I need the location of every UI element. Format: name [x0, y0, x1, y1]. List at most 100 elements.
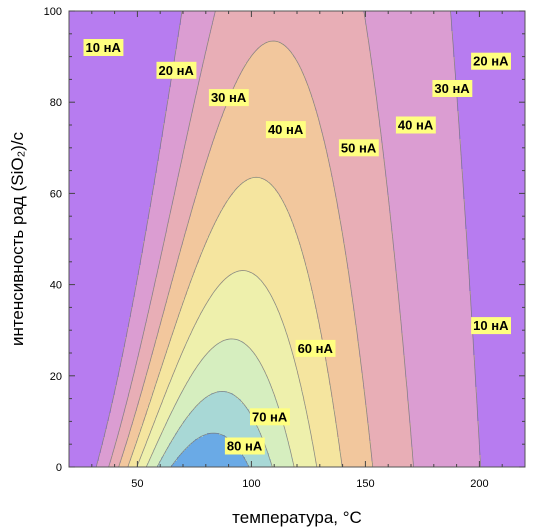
- contour-band-cell: [491, 29, 493, 31]
- contour-band-cell: [373, 37, 375, 39]
- contour-band-cell: [435, 19, 437, 21]
- contour-band-cell: [79, 15, 81, 17]
- contour-band-cell: [71, 27, 73, 29]
- contour-band-cell: [511, 43, 513, 45]
- contour-band-cell: [255, 39, 257, 41]
- contour-band-cell: [387, 47, 389, 49]
- contour-band-cell: [449, 39, 451, 41]
- contour-band-cell: [213, 31, 215, 33]
- contour-band-cell: [299, 21, 301, 23]
- contour-band-cell: [79, 19, 81, 21]
- contour-band-cell: [341, 37, 343, 39]
- contour-band-cell: [217, 37, 219, 39]
- contour-band-cell: [71, 23, 73, 25]
- contour-band-cell: [305, 17, 307, 19]
- contour-band-cell: [277, 31, 279, 33]
- contour-band-cell: [107, 27, 109, 29]
- contour-band-cell: [253, 35, 255, 37]
- contour-band-cell: [333, 47, 335, 49]
- contour-band-cell: [97, 15, 99, 17]
- contour-band-cell: [125, 21, 127, 23]
- contour-band-cell: [509, 25, 511, 27]
- contour-band-cell: [267, 35, 269, 37]
- contour-band-cell: [425, 43, 427, 45]
- contour-band-cell: [73, 33, 75, 35]
- contour-band-cell: [415, 15, 417, 17]
- contour-band-cell: [239, 19, 241, 21]
- contour-band-cell: [287, 45, 289, 47]
- contour-band-cell: [355, 13, 357, 15]
- contour-band-cell: [387, 19, 389, 21]
- contour-band-cell: [193, 15, 195, 17]
- contour-band-cell: [381, 23, 383, 25]
- contour-band-cell: [395, 19, 397, 21]
- contour-band-cell: [355, 23, 357, 25]
- contour-band-cell: [399, 21, 401, 23]
- contour-band-cell: [125, 31, 127, 33]
- contour-band-cell: [245, 21, 247, 23]
- contour-band-cell: [485, 15, 487, 17]
- contour-band-cell: [467, 15, 469, 17]
- contour-band-cell: [249, 31, 251, 33]
- contour-band-cell: [513, 17, 515, 19]
- contour-band-cell: [289, 41, 291, 43]
- contour-band-cell: [207, 21, 209, 23]
- contour-band-cell: [437, 25, 439, 27]
- contour-band-cell: [403, 33, 405, 35]
- contour-band-cell: [423, 21, 425, 23]
- contour-band-cell: [181, 33, 183, 35]
- contour-band-cell: [141, 31, 143, 33]
- contour-band-cell: [481, 29, 483, 31]
- contour-band-cell: [97, 35, 99, 37]
- contour-band-cell: [435, 15, 437, 17]
- contour-band-cell: [135, 43, 137, 45]
- contour-band-cell: [199, 21, 201, 23]
- contour-band-cell: [517, 25, 519, 27]
- contour-band-cell: [327, 33, 329, 35]
- contour-band-cell: [155, 47, 157, 49]
- contour-band-cell: [205, 35, 207, 37]
- contour-band-cell: [227, 15, 229, 17]
- contour-band-cell: [107, 29, 109, 31]
- contour-band-cell: [133, 37, 135, 39]
- contour-band-cell: [255, 13, 257, 15]
- contour-band-cell: [263, 23, 265, 25]
- contour-band-cell: [351, 25, 353, 27]
- contour-band-cell: [385, 31, 387, 33]
- contour-band-cell: [403, 45, 405, 47]
- contour-band-cell: [379, 35, 381, 37]
- contour-band-cell: [317, 45, 319, 47]
- contour-band-cell: [85, 13, 87, 15]
- contour-band-cell: [309, 29, 311, 31]
- contour-band-cell: [187, 27, 189, 29]
- contour-band-cell: [465, 25, 467, 27]
- contour-band-cell: [179, 35, 181, 37]
- contour-band-cell: [171, 17, 173, 19]
- contour-band-cell: [517, 37, 519, 39]
- contour-band-cell: [179, 43, 181, 45]
- contour-band-cell: [305, 37, 307, 39]
- contour-band-cell: [101, 17, 103, 19]
- contour-band-cell: [447, 27, 449, 29]
- contour-band-cell: [457, 43, 459, 45]
- contour-band-cell: [211, 31, 213, 33]
- contour-band-cell: [309, 39, 311, 41]
- contour-band-cell: [341, 33, 343, 35]
- contour-band-cell: [485, 25, 487, 27]
- contour-band-cell: [271, 25, 273, 27]
- contour-band-cell: [289, 37, 291, 39]
- contour-band-cell: [225, 27, 227, 29]
- contour-band-cell: [281, 19, 283, 21]
- contour-band-cell: [337, 15, 339, 17]
- contour-band-cell: [169, 17, 171, 19]
- contour-band-cell: [437, 17, 439, 19]
- contour-band-cell: [381, 47, 383, 49]
- contour-band-cell: [125, 39, 127, 41]
- contour-band-cell: [463, 23, 465, 25]
- contour-band-cell: [353, 35, 355, 37]
- contour-band-cell: [513, 33, 515, 35]
- contour-band-cell: [73, 19, 75, 21]
- contour-band-cell: [231, 43, 233, 45]
- contour-band-cell: [381, 15, 383, 17]
- contour-band-cell: [333, 25, 335, 27]
